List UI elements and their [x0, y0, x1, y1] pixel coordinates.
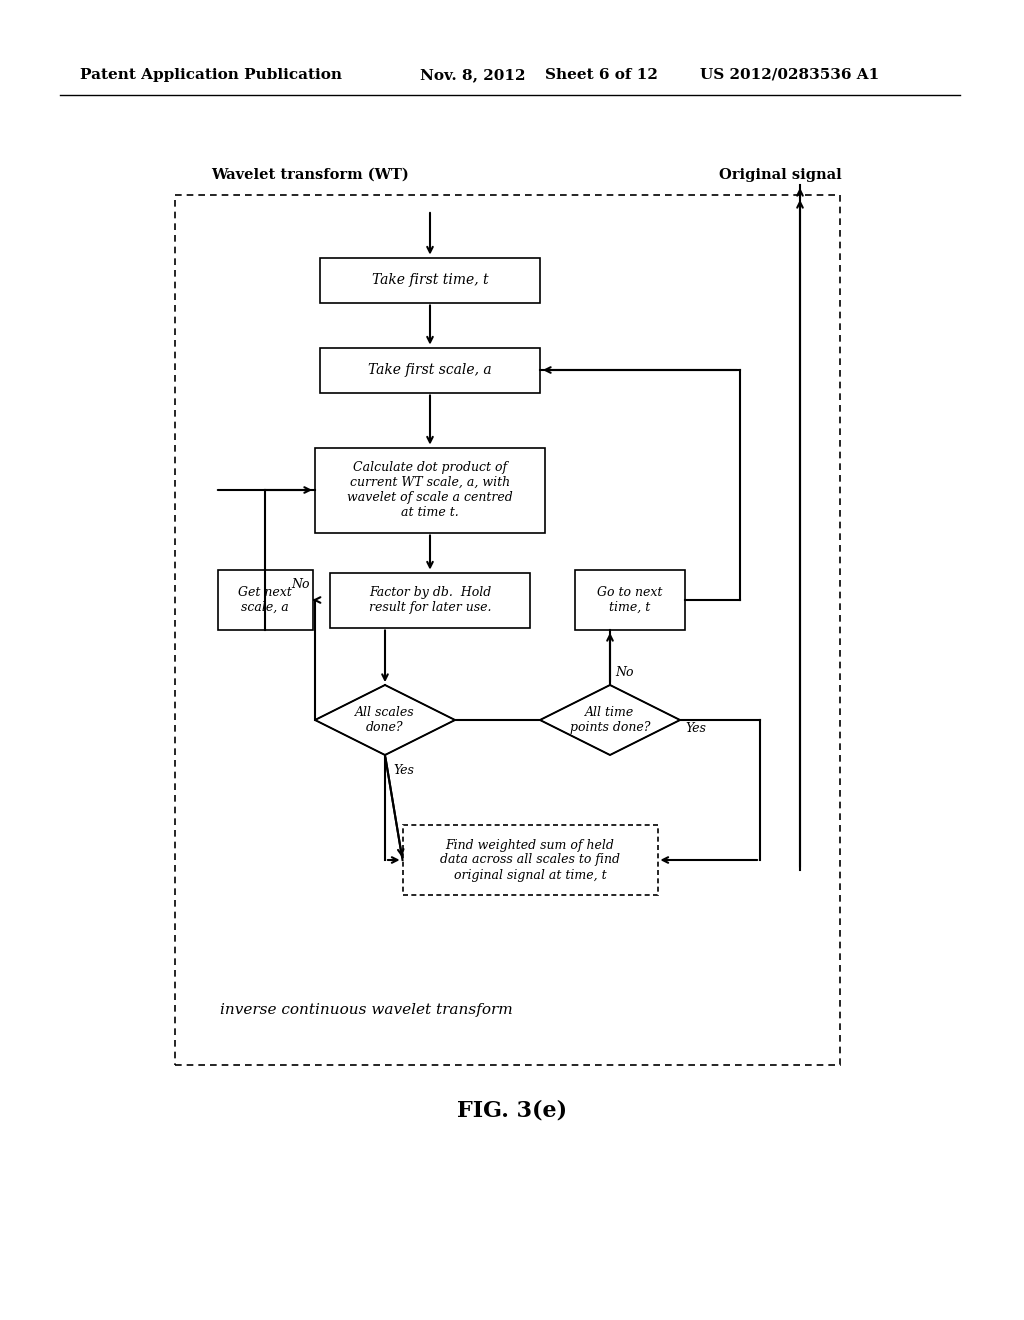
Polygon shape: [315, 685, 455, 755]
FancyBboxPatch shape: [319, 347, 540, 392]
Text: All time
points done?: All time points done?: [569, 706, 650, 734]
FancyBboxPatch shape: [315, 447, 545, 532]
Text: Calculate dot product of
current WT scale, a, with
wavelet of scale a centred
at: Calculate dot product of current WT scal…: [347, 461, 513, 519]
Text: inverse continuous wavelet transform: inverse continuous wavelet transform: [220, 1003, 513, 1016]
Text: Go to next
time, t: Go to next time, t: [597, 586, 663, 614]
Text: Take first scale, a: Take first scale, a: [369, 363, 492, 378]
Text: Find weighted sum of held
data across all scales to find
original signal at time: Find weighted sum of held data across al…: [440, 838, 620, 882]
Text: Original signal: Original signal: [719, 168, 842, 182]
Polygon shape: [540, 685, 680, 755]
Text: All scales
done?: All scales done?: [355, 706, 415, 734]
FancyBboxPatch shape: [319, 257, 540, 302]
Text: Get next
scale, a: Get next scale, a: [239, 586, 292, 614]
Text: Sheet 6 of 12: Sheet 6 of 12: [545, 69, 657, 82]
FancyBboxPatch shape: [575, 570, 685, 630]
Text: No: No: [615, 667, 634, 680]
Text: Wavelet transform (WT): Wavelet transform (WT): [211, 168, 409, 182]
Text: Factor by db.  Hold
result for later use.: Factor by db. Hold result for later use.: [369, 586, 492, 614]
Text: Take first time, t: Take first time, t: [372, 273, 488, 286]
Text: No: No: [292, 578, 310, 591]
FancyBboxPatch shape: [217, 570, 312, 630]
Text: Yes: Yes: [685, 722, 706, 734]
Text: US 2012/0283536 A1: US 2012/0283536 A1: [700, 69, 880, 82]
FancyBboxPatch shape: [330, 573, 530, 627]
Text: Yes: Yes: [393, 763, 414, 776]
Text: Patent Application Publication: Patent Application Publication: [80, 69, 342, 82]
FancyBboxPatch shape: [402, 825, 657, 895]
Text: Nov. 8, 2012: Nov. 8, 2012: [420, 69, 525, 82]
Text: FIG. 3(e): FIG. 3(e): [457, 1100, 567, 1121]
